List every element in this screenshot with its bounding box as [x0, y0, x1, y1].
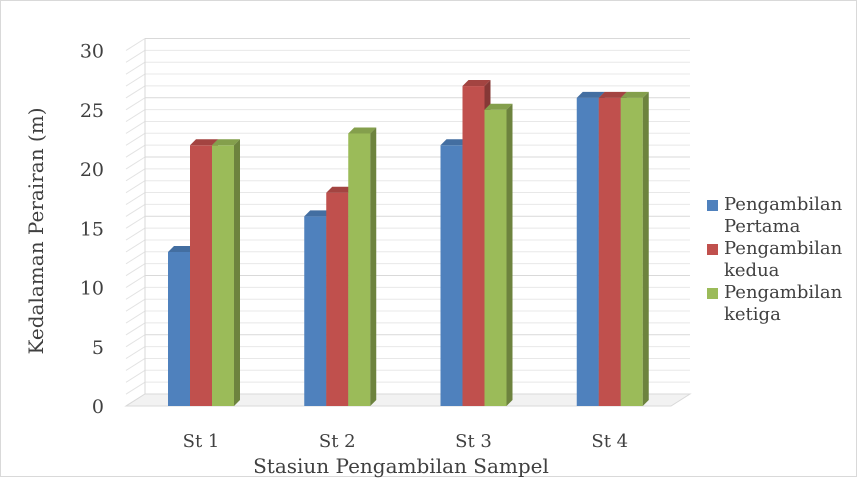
- side-wall-gridline: [125, 322, 146, 336]
- bar-front: [304, 216, 327, 406]
- side-wall-gridline: [125, 85, 146, 99]
- side-wall-gridline: [125, 310, 146, 324]
- side-wall-gridline: [125, 346, 146, 360]
- side-wall-gridline: [125, 73, 146, 87]
- bars: [168, 80, 649, 407]
- bar-top: [304, 210, 333, 217]
- y-tick-label: 0: [92, 396, 104, 418]
- legend-swatch: [707, 288, 718, 299]
- side-wall-gridline: [125, 358, 146, 371]
- bar-top: [168, 245, 196, 252]
- legend-label: kedua: [724, 260, 780, 281]
- bar: [484, 103, 513, 406]
- side-wall-gridline: [125, 109, 146, 123]
- side-wall-gridline: [125, 251, 146, 265]
- bar-side: [234, 139, 240, 407]
- bar-top: [576, 91, 605, 98]
- legend: Pengambilan Pertama Pengambilan kedua Pengam…: [707, 194, 857, 326]
- bar: [348, 127, 377, 406]
- axis-labels: Stasiun Pengambilan Sampel Kedalaman Per…: [24, 108, 549, 478]
- x-tick-label: St 4: [591, 431, 628, 452]
- bar-side: [642, 91, 649, 407]
- side-wall-gridline: [125, 369, 146, 383]
- legend-label: Pengambilan: [724, 238, 843, 259]
- bar-front: [484, 109, 507, 406]
- x-tick-label: St 1: [183, 431, 220, 452]
- bar-front: [620, 97, 643, 407]
- bar-top: [326, 186, 355, 193]
- side-wall-gridline: [125, 215, 146, 229]
- side-wall-gridline: [125, 275, 146, 288]
- legend-item: Pengambilan kedua: [707, 238, 857, 282]
- bar-front: [576, 97, 599, 407]
- legend-item: Pengambilan Pertama: [707, 194, 857, 238]
- bar-front: [598, 97, 621, 407]
- legend-label: Pertama: [724, 216, 801, 237]
- bar-top: [212, 139, 240, 146]
- side-wall-gridline: [125, 156, 146, 170]
- y-tick-label: 15: [80, 218, 104, 240]
- side-wall-gridline: [125, 144, 146, 158]
- bar-front: [212, 145, 234, 407]
- x-axis-title: Stasiun Pengambilan Sampel: [253, 454, 549, 478]
- side-wall-gridline: [125, 203, 146, 217]
- bar-top: [190, 139, 218, 146]
- side-wall-gridline: [125, 286, 146, 300]
- bar-side: [506, 103, 513, 406]
- side-wall-gridline: [125, 168, 146, 182]
- side-wall-gridline: [125, 121, 146, 134]
- side-wall-gridline: [125, 132, 146, 146]
- bar-top: [462, 80, 491, 87]
- side-wall-gridline: [125, 298, 146, 312]
- bar-front: [462, 86, 485, 407]
- x-tick-label: St 3: [455, 431, 492, 452]
- side-wall-gridline: [125, 334, 146, 348]
- legend-label: ketiga: [724, 304, 781, 325]
- bar-side: [370, 127, 377, 406]
- bar-front: [440, 145, 463, 407]
- bar-top: [598, 91, 627, 98]
- y-tick-label: 25: [80, 100, 104, 122]
- bar-top: [348, 127, 377, 134]
- bar-top: [484, 103, 513, 110]
- bar: [212, 139, 240, 407]
- bar-front: [348, 133, 371, 406]
- bar-front: [190, 145, 212, 407]
- side-wall-gridline: [125, 263, 146, 277]
- legend-swatch: [707, 244, 718, 255]
- legend-swatch: [707, 200, 718, 211]
- bar-front: [326, 192, 349, 406]
- y-tick-label: 20: [80, 159, 104, 181]
- side-wall-gridline: [125, 180, 146, 194]
- bar-front: [168, 251, 190, 406]
- y-tick-label: 10: [80, 278, 104, 300]
- side-wall-gridline: [125, 381, 146, 395]
- side-wall-gridline: [125, 61, 146, 75]
- bar-top: [440, 139, 469, 146]
- side-wall-gridline: [125, 227, 146, 241]
- side-wall-gridline: [125, 38, 146, 51]
- legend-label: Pengambilan: [724, 282, 843, 303]
- legend-item: Pengambilan ketiga: [707, 282, 857, 326]
- side-wall-gridline: [125, 239, 146, 253]
- y-tick-label: 30: [80, 41, 104, 63]
- side-wall-gridline: [125, 192, 146, 205]
- y-tick-label: 5: [92, 337, 104, 359]
- bar: [620, 91, 649, 407]
- side-wall-gridline: [125, 49, 146, 63]
- axes: 0 5 10 15 20 25 30 St 1 St 2 St 3 St 4: [80, 41, 692, 452]
- side-wall-gridline: [125, 97, 146, 111]
- legend-label: Pengambilan: [724, 194, 843, 215]
- x-tick-label: St 2: [319, 431, 356, 452]
- y-axis-title: Kedalaman Perairan (m): [24, 108, 48, 355]
- bar-top: [620, 91, 649, 98]
